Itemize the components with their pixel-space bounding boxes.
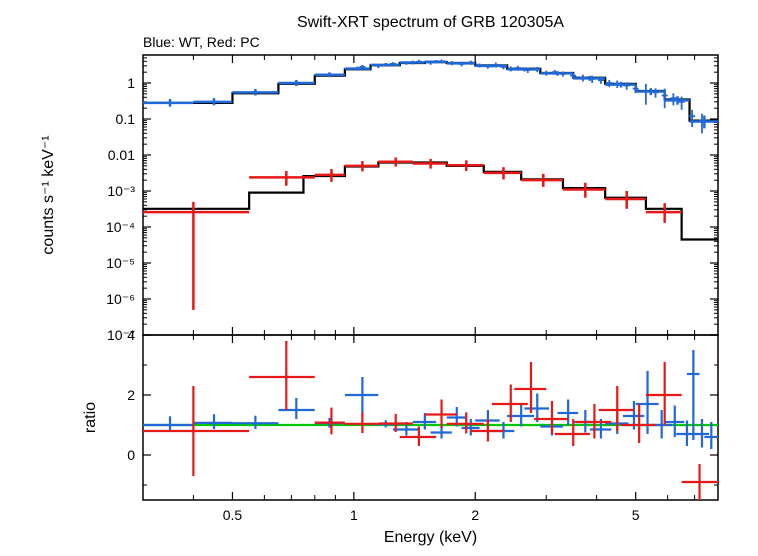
svg-text:Energy (keV): Energy (keV) <box>384 529 477 546</box>
svg-text:10⁻⁵: 10⁻⁵ <box>106 255 135 271</box>
svg-text:0.1: 0.1 <box>116 111 136 127</box>
svg-text:counts s⁻¹ keV⁻¹: counts s⁻¹ keV⁻¹ <box>40 135 57 254</box>
svg-text:0: 0 <box>127 447 135 463</box>
spectrum-plot: 0.512510⁻⁷10⁻⁶10⁻⁵10⁻⁴10⁻³0.010.11024Ene… <box>0 0 758 556</box>
svg-text:4: 4 <box>127 327 135 343</box>
svg-text:Swift-XRT spectrum of GRB 1203: Swift-XRT spectrum of GRB 120305A <box>297 14 564 31</box>
svg-text:10⁻³: 10⁻³ <box>107 183 135 199</box>
svg-text:2: 2 <box>127 387 135 403</box>
svg-text:0.5: 0.5 <box>223 507 243 523</box>
svg-text:ratio: ratio <box>82 402 99 433</box>
svg-text:10⁻⁶: 10⁻⁶ <box>106 291 135 307</box>
svg-text:10⁻⁴: 10⁻⁴ <box>106 219 135 235</box>
svg-text:Blue: WT, Red: PC: Blue: WT, Red: PC <box>143 34 260 50</box>
svg-text:1: 1 <box>127 75 135 91</box>
svg-text:0.01: 0.01 <box>108 147 135 163</box>
svg-text:5: 5 <box>632 507 640 523</box>
svg-text:1: 1 <box>350 507 358 523</box>
chart-svg: 0.512510⁻⁷10⁻⁶10⁻⁵10⁻⁴10⁻³0.010.11024Ene… <box>0 0 758 556</box>
svg-text:2: 2 <box>471 507 479 523</box>
